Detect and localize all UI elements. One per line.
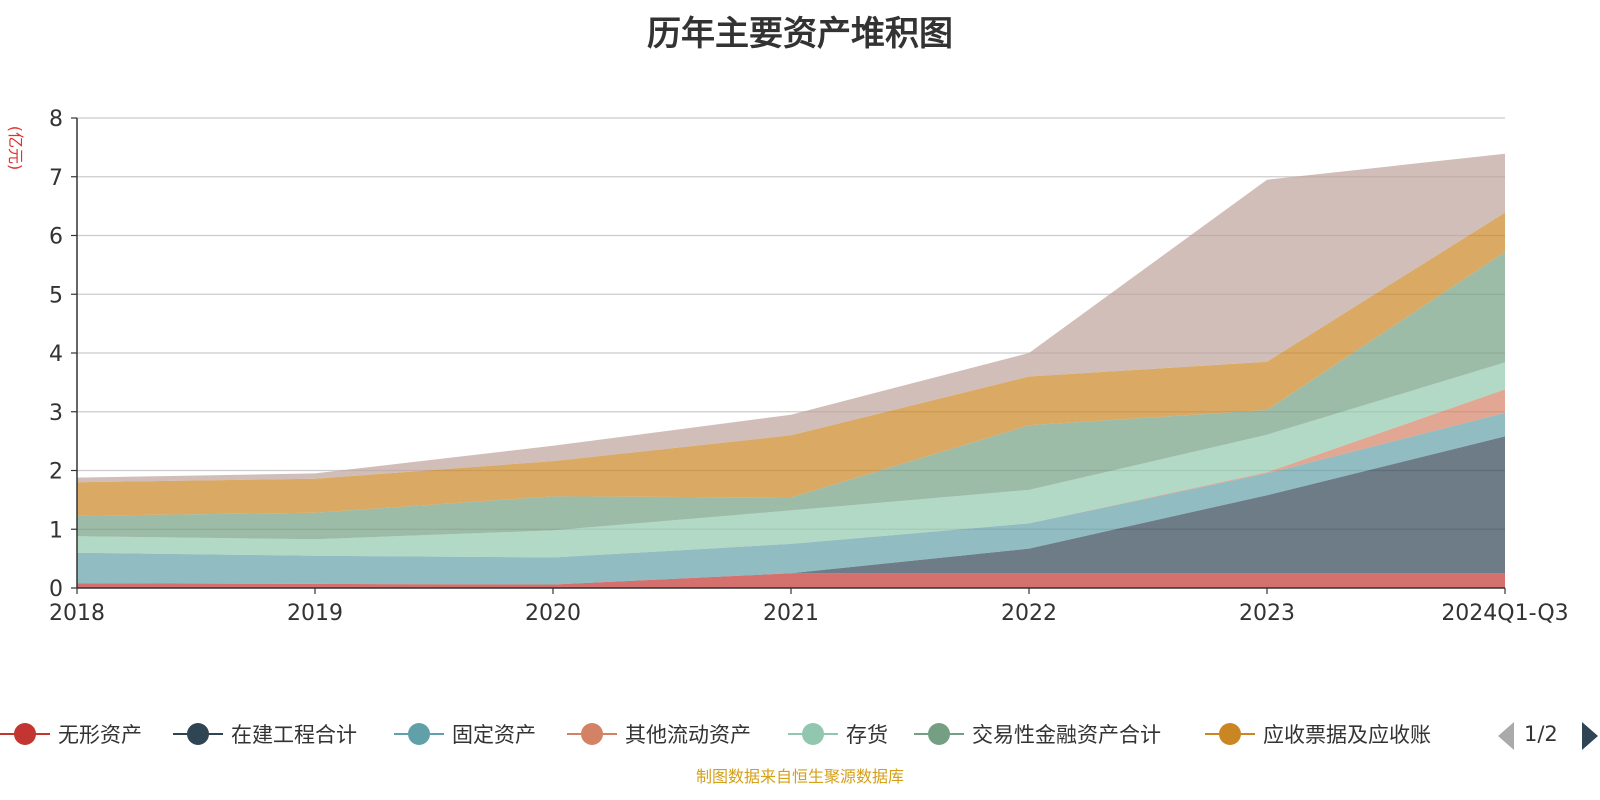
y-tick-label: 2 xyxy=(49,460,63,485)
legend-item[interactable]: 无形资产 xyxy=(0,718,142,750)
x-tick-label: 2020 xyxy=(525,601,581,626)
y-tick-label: 7 xyxy=(49,166,63,191)
y-tick-label: 8 xyxy=(49,107,63,132)
legend-item[interactable]: 存货 xyxy=(788,718,888,750)
x-tick-label: 2019 xyxy=(287,601,343,626)
y-tick-label: 1 xyxy=(49,518,63,543)
area-series-6 xyxy=(77,212,1505,516)
area-series-4 xyxy=(77,362,1505,558)
x-tick-label: 2022 xyxy=(1001,601,1057,626)
legend-label: 其他流动资产 xyxy=(625,723,751,747)
x-tick-label: 2018 xyxy=(49,601,105,626)
legend-label: 交易性金融资产合计 xyxy=(972,723,1161,747)
y-tick-label: 4 xyxy=(49,342,63,367)
area-series-0 xyxy=(77,573,1505,588)
y-tick-label: 3 xyxy=(49,401,63,426)
legend-label: 无形资产 xyxy=(58,723,142,747)
legend-item[interactable]: 在建工程合计 xyxy=(173,718,357,750)
legend-label: 存货 xyxy=(846,723,888,747)
stacked-area-chart: 0 1 2 3 4 5 6 7 8 2018 2019 2020 2021 2022 2023 2024Q1-… xyxy=(49,107,1569,626)
legend-item[interactable]: 应收票据及应收账 xyxy=(1205,718,1431,750)
x-tick-label: 2023 xyxy=(1239,601,1295,626)
axes: 0 1 2 3 4 5 6 7 8 2018 2019 2020 2021 2022 2023 2024Q1-… xyxy=(49,107,1569,626)
legend-prev-page-icon[interactable] xyxy=(1498,722,1514,750)
legend-next-page-icon[interactable] xyxy=(1582,722,1598,750)
legend-page-indicator: 1/2 xyxy=(1524,722,1558,746)
legend-label: 应收票据及应收账 xyxy=(1263,723,1431,747)
legend: 无形资产 在建工程合计 固定资产 其他流动资产 存货 交易性金融资产合计 应收票据及应收账 xyxy=(0,718,1600,750)
area-series-7 xyxy=(77,153,1505,483)
legend-marker-icon xyxy=(1205,718,1255,750)
legend-item[interactable]: 其他流动资产 xyxy=(567,718,751,750)
area-series-layer xyxy=(77,153,1505,588)
y-tick-label: 5 xyxy=(49,283,63,308)
legend-marker-icon xyxy=(914,718,964,750)
legend-item[interactable]: 固定资产 xyxy=(394,718,536,750)
data-source-note: 制图数据来自恒生聚源数据库 xyxy=(695,767,904,786)
x-tick-label: 2024Q1-Q3 xyxy=(1441,601,1568,626)
legend-marker-icon xyxy=(394,718,444,750)
legend-label: 在建工程合计 xyxy=(231,723,357,747)
x-tick-label: 2021 xyxy=(763,601,819,626)
legend-label: 固定资产 xyxy=(452,723,536,747)
area-series-2 xyxy=(77,412,1505,585)
area-series-1 xyxy=(77,436,1505,585)
legend-marker-icon xyxy=(788,718,838,750)
y-tick-label: 6 xyxy=(49,225,63,250)
legend-item[interactable]: 交易性金融资产合计 xyxy=(914,718,1161,750)
legend-marker-icon xyxy=(567,718,617,750)
legend-pager: 1/2 xyxy=(1498,718,1600,750)
legend-marker-icon xyxy=(173,718,223,750)
chart-title: 历年主要资产堆积图 xyxy=(647,14,953,54)
y-tick-label: 0 xyxy=(49,577,63,602)
legend-marker-icon xyxy=(0,718,50,750)
